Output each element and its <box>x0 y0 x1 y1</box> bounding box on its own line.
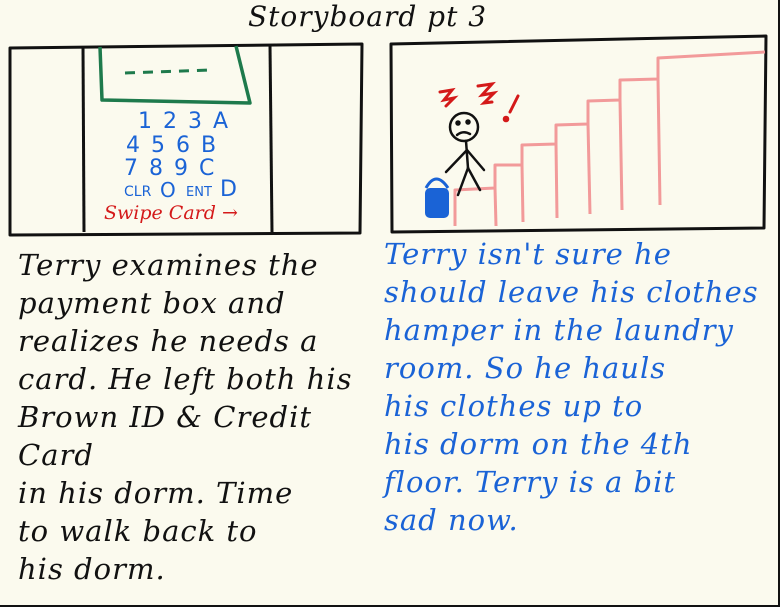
keypad-zero-key: O <box>160 178 176 202</box>
keypad: 1 2 3 A 4 5 6 B 7 8 9 C CLR O ENT D <box>124 109 237 202</box>
machine-left-edge <box>81 45 86 233</box>
screen-dashes <box>124 68 211 75</box>
payment-screen <box>98 45 252 105</box>
machine-right-edge <box>268 44 274 233</box>
caption-left: Terry examines the payment box and reali… <box>18 248 353 586</box>
swipe-card-label: Swipe Card → <box>104 202 238 224</box>
keypad-row-3: 7 8 9 C <box>124 156 216 181</box>
keypad-ent-key: ENT <box>186 185 212 200</box>
hamper-icon <box>424 177 450 218</box>
page-title: Storyboard pt 3 <box>248 0 488 33</box>
keypad-d-key: D <box>220 177 237 202</box>
caption-right: Terry isn't sure he should leave his clo… <box>384 237 759 537</box>
panel-payment-box: 1 2 3 A 4 5 6 B 7 8 9 C CLR O ENT D Swip… <box>8 42 364 237</box>
keypad-row-2: 4 5 6 B <box>126 133 218 158</box>
panel-stairs <box>389 34 768 234</box>
keypad-row-1: 1 2 3 A <box>138 109 230 134</box>
keypad-clr-key: CLR <box>124 184 152 200</box>
terry-figure <box>444 111 486 197</box>
stairs <box>453 50 766 227</box>
stress-marks-icon <box>438 81 520 123</box>
